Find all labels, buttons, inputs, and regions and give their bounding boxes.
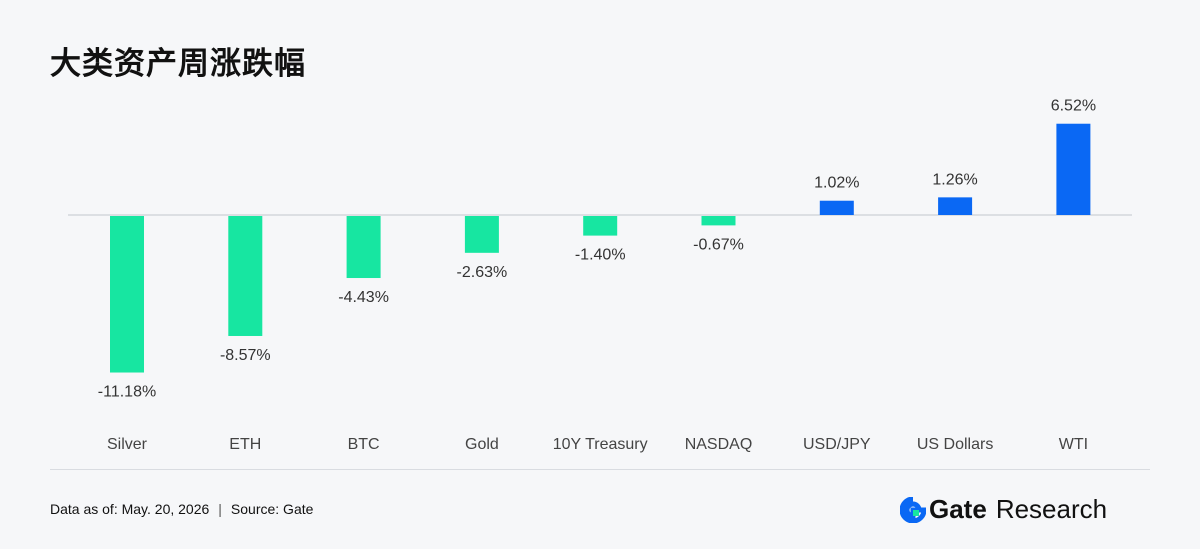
data-label: -0.67% (693, 236, 744, 253)
bar (701, 216, 736, 226)
bar (583, 216, 618, 236)
chart-title: 大类资产周涨跌幅 (50, 46, 306, 82)
data-label: -4.43% (338, 289, 389, 306)
data-label: 1.26% (932, 171, 977, 188)
bar (1056, 123, 1091, 215)
brand-name: Gate (929, 494, 987, 524)
footer-note: Data as of: May. 20, 2026 | Source: Gate (50, 501, 313, 517)
footer-divider (50, 469, 1150, 470)
category-label: BTC (348, 436, 380, 453)
category-label: WTI (1059, 436, 1088, 453)
category-label: 10Y Treasury (553, 436, 648, 453)
source-label: Source: Gate (230, 501, 314, 517)
data-label: -2.63% (457, 264, 508, 281)
bar (346, 216, 381, 279)
bar (938, 197, 973, 215)
footer-separator: | (218, 501, 222, 517)
data-label: 6.52% (1051, 98, 1096, 115)
category-label: NASDAQ (685, 436, 753, 453)
category-label: Gold (465, 436, 499, 453)
bar (464, 216, 499, 253)
data-label: -8.57% (220, 347, 271, 364)
brand-suffix: Research (995, 494, 1108, 524)
category-label: USD/JPY (803, 436, 871, 453)
bar (110, 216, 144, 373)
data-label: 1.02% (814, 175, 859, 192)
data-label: -1.40% (575, 247, 626, 264)
data-label: -11.18% (98, 384, 156, 401)
data-date-label: Data as of: May. 20, 2026 (50, 501, 210, 517)
category-label: US Dollars (917, 436, 993, 453)
bar (819, 200, 854, 215)
category-label: ETH (229, 436, 261, 453)
brand-logo: Gate Research (900, 494, 1107, 525)
gate-logo-icon (900, 496, 926, 523)
bar (228, 216, 263, 336)
category-label: Silver (107, 436, 148, 453)
